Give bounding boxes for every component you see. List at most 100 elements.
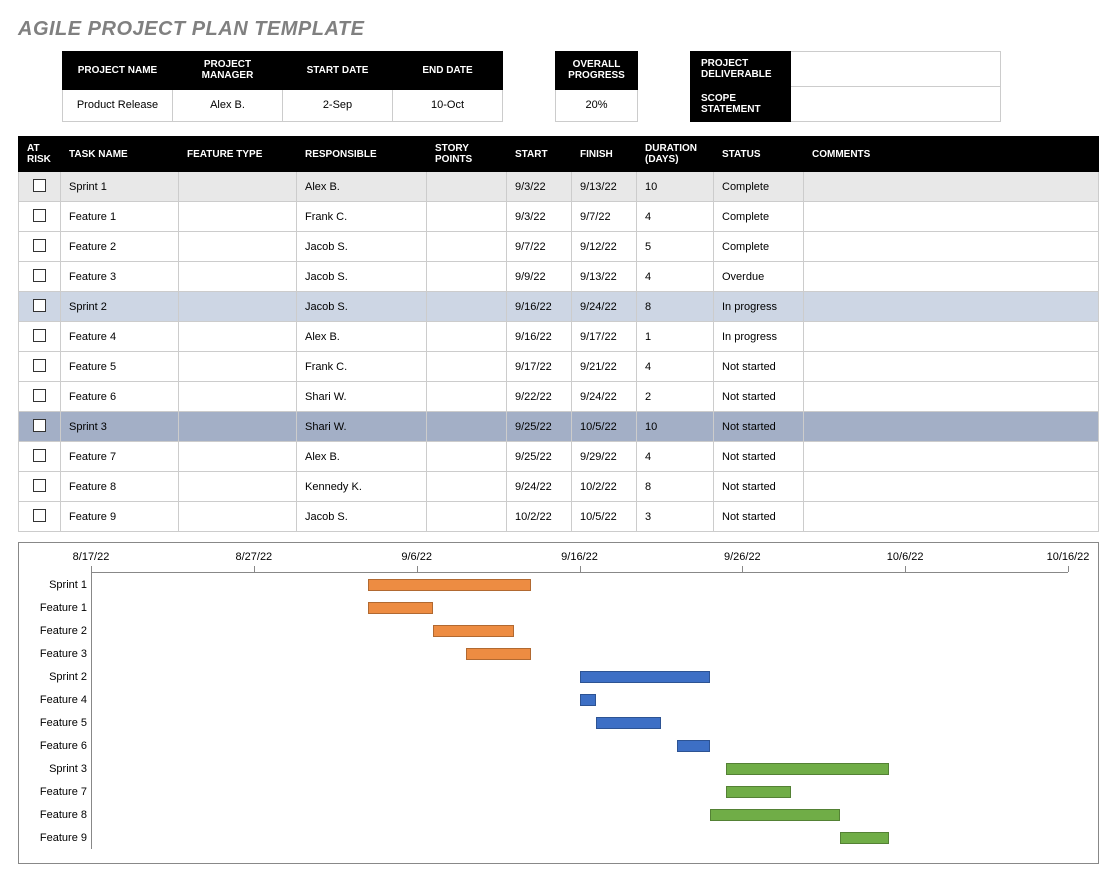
responsible-cell[interactable]: Jacob S. bbox=[297, 232, 427, 262]
finish-cell[interactable]: 10/2/22 bbox=[572, 472, 637, 502]
deliverable-value-0[interactable] bbox=[791, 52, 1001, 87]
finish-cell[interactable]: 9/12/22 bbox=[572, 232, 637, 262]
story-points-cell[interactable] bbox=[427, 442, 507, 472]
meta-cell-3[interactable]: 10-Oct bbox=[393, 89, 503, 121]
responsible-cell[interactable]: Jacob S. bbox=[297, 262, 427, 292]
task-name-cell[interactable]: Feature 2 bbox=[61, 232, 179, 262]
comments-cell[interactable] bbox=[804, 232, 1099, 262]
status-cell[interactable]: Not started bbox=[714, 412, 804, 442]
feature-type-cell[interactable] bbox=[179, 382, 297, 412]
table-row[interactable]: Feature 2Jacob S.9/7/229/12/225Complete bbox=[19, 232, 1099, 262]
story-points-cell[interactable] bbox=[427, 502, 507, 532]
comments-cell[interactable] bbox=[804, 292, 1099, 322]
feature-type-cell[interactable] bbox=[179, 172, 297, 202]
start-cell[interactable]: 10/2/22 bbox=[507, 502, 572, 532]
story-points-cell[interactable] bbox=[427, 382, 507, 412]
meta-cell-2[interactable]: 2-Sep bbox=[283, 89, 393, 121]
table-row[interactable]: Feature 3Jacob S.9/9/229/13/224Overdue bbox=[19, 262, 1099, 292]
risk-checkbox[interactable] bbox=[33, 359, 46, 372]
status-cell[interactable]: Overdue bbox=[714, 262, 804, 292]
comments-cell[interactable] bbox=[804, 262, 1099, 292]
task-name-cell[interactable]: Feature 7 bbox=[61, 442, 179, 472]
finish-cell[interactable]: 9/21/22 bbox=[572, 352, 637, 382]
duration-cell[interactable]: 4 bbox=[637, 262, 714, 292]
story-points-cell[interactable] bbox=[427, 322, 507, 352]
responsible-cell[interactable]: Jacob S. bbox=[297, 502, 427, 532]
status-cell[interactable]: In progress bbox=[714, 322, 804, 352]
table-row[interactable]: Feature 8Kennedy K.9/24/2210/2/228Not st… bbox=[19, 472, 1099, 502]
risk-checkbox[interactable] bbox=[33, 299, 46, 312]
comments-cell[interactable] bbox=[804, 352, 1099, 382]
responsible-cell[interactable]: Jacob S. bbox=[297, 292, 427, 322]
meta-cell-1[interactable]: Alex B. bbox=[173, 89, 283, 121]
start-cell[interactable]: 9/3/22 bbox=[507, 172, 572, 202]
feature-type-cell[interactable] bbox=[179, 352, 297, 382]
comments-cell[interactable] bbox=[804, 172, 1099, 202]
duration-cell[interactable]: 8 bbox=[637, 292, 714, 322]
status-cell[interactable]: In progress bbox=[714, 292, 804, 322]
responsible-cell[interactable]: Kennedy K. bbox=[297, 472, 427, 502]
gantt-bar[interactable] bbox=[580, 694, 596, 706]
duration-cell[interactable]: 4 bbox=[637, 442, 714, 472]
risk-checkbox[interactable] bbox=[33, 509, 46, 522]
start-cell[interactable]: 9/16/22 bbox=[507, 322, 572, 352]
start-cell[interactable]: 9/25/22 bbox=[507, 412, 572, 442]
story-points-cell[interactable] bbox=[427, 232, 507, 262]
meta-cell-0[interactable]: Product Release bbox=[63, 89, 173, 121]
feature-type-cell[interactable] bbox=[179, 412, 297, 442]
finish-cell[interactable]: 10/5/22 bbox=[572, 502, 637, 532]
feature-type-cell[interactable] bbox=[179, 472, 297, 502]
table-row[interactable]: Feature 1Frank C.9/3/229/7/224Complete bbox=[19, 202, 1099, 232]
responsible-cell[interactable]: Frank C. bbox=[297, 352, 427, 382]
comments-cell[interactable] bbox=[804, 442, 1099, 472]
risk-cell[interactable] bbox=[19, 382, 61, 412]
table-row[interactable]: Feature 4Alex B.9/16/229/17/221In progre… bbox=[19, 322, 1099, 352]
duration-cell[interactable]: 3 bbox=[637, 502, 714, 532]
feature-type-cell[interactable] bbox=[179, 262, 297, 292]
story-points-cell[interactable] bbox=[427, 262, 507, 292]
duration-cell[interactable]: 2 bbox=[637, 382, 714, 412]
start-cell[interactable]: 9/9/22 bbox=[507, 262, 572, 292]
task-name-cell[interactable]: Sprint 2 bbox=[61, 292, 179, 322]
table-row[interactable]: Feature 5Frank C.9/17/229/21/224Not star… bbox=[19, 352, 1099, 382]
status-cell[interactable]: Not started bbox=[714, 472, 804, 502]
status-cell[interactable]: Not started bbox=[714, 502, 804, 532]
table-row[interactable]: Feature 9Jacob S.10/2/2210/5/223Not star… bbox=[19, 502, 1099, 532]
risk-checkbox[interactable] bbox=[33, 239, 46, 252]
status-cell[interactable]: Not started bbox=[714, 442, 804, 472]
feature-type-cell[interactable] bbox=[179, 442, 297, 472]
risk-cell[interactable] bbox=[19, 172, 61, 202]
gantt-bar[interactable] bbox=[368, 579, 531, 591]
risk-checkbox[interactable] bbox=[33, 179, 46, 192]
start-cell[interactable]: 9/22/22 bbox=[507, 382, 572, 412]
story-points-cell[interactable] bbox=[427, 412, 507, 442]
comments-cell[interactable] bbox=[804, 502, 1099, 532]
risk-checkbox[interactable] bbox=[33, 419, 46, 432]
start-cell[interactable]: 9/25/22 bbox=[507, 442, 572, 472]
story-points-cell[interactable] bbox=[427, 472, 507, 502]
status-cell[interactable]: Complete bbox=[714, 202, 804, 232]
finish-cell[interactable]: 9/24/22 bbox=[572, 382, 637, 412]
risk-cell[interactable] bbox=[19, 442, 61, 472]
risk-checkbox[interactable] bbox=[33, 389, 46, 402]
finish-cell[interactable]: 9/29/22 bbox=[572, 442, 637, 472]
start-cell[interactable]: 9/3/22 bbox=[507, 202, 572, 232]
task-name-cell[interactable]: Feature 6 bbox=[61, 382, 179, 412]
gantt-bar[interactable] bbox=[580, 671, 710, 683]
comments-cell[interactable] bbox=[804, 202, 1099, 232]
table-row[interactable]: Feature 6Shari W.9/22/229/24/222Not star… bbox=[19, 382, 1099, 412]
comments-cell[interactable] bbox=[804, 382, 1099, 412]
duration-cell[interactable]: 5 bbox=[637, 232, 714, 262]
risk-cell[interactable] bbox=[19, 472, 61, 502]
duration-cell[interactable]: 1 bbox=[637, 322, 714, 352]
responsible-cell[interactable]: Frank C. bbox=[297, 202, 427, 232]
table-row[interactable]: Sprint 1Alex B.9/3/229/13/2210Complete bbox=[19, 172, 1099, 202]
gantt-bar[interactable] bbox=[433, 625, 514, 637]
gantt-bar[interactable] bbox=[726, 786, 791, 798]
risk-checkbox[interactable] bbox=[33, 449, 46, 462]
comments-cell[interactable] bbox=[804, 472, 1099, 502]
deliverable-value-1[interactable] bbox=[791, 87, 1001, 122]
table-row[interactable]: Sprint 2Jacob S.9/16/229/24/228In progre… bbox=[19, 292, 1099, 322]
comments-cell[interactable] bbox=[804, 412, 1099, 442]
start-cell[interactable]: 9/24/22 bbox=[507, 472, 572, 502]
